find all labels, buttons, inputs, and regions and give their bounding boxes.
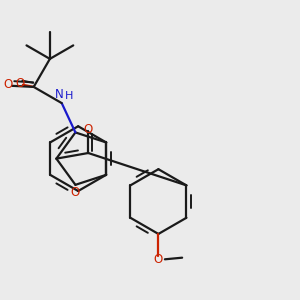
Text: O: O [71,186,80,200]
Text: O: O [3,78,12,91]
Text: H: H [65,92,74,101]
Text: O: O [15,77,24,90]
Text: O: O [84,123,93,136]
Text: O: O [154,253,163,266]
Text: N: N [55,88,64,101]
